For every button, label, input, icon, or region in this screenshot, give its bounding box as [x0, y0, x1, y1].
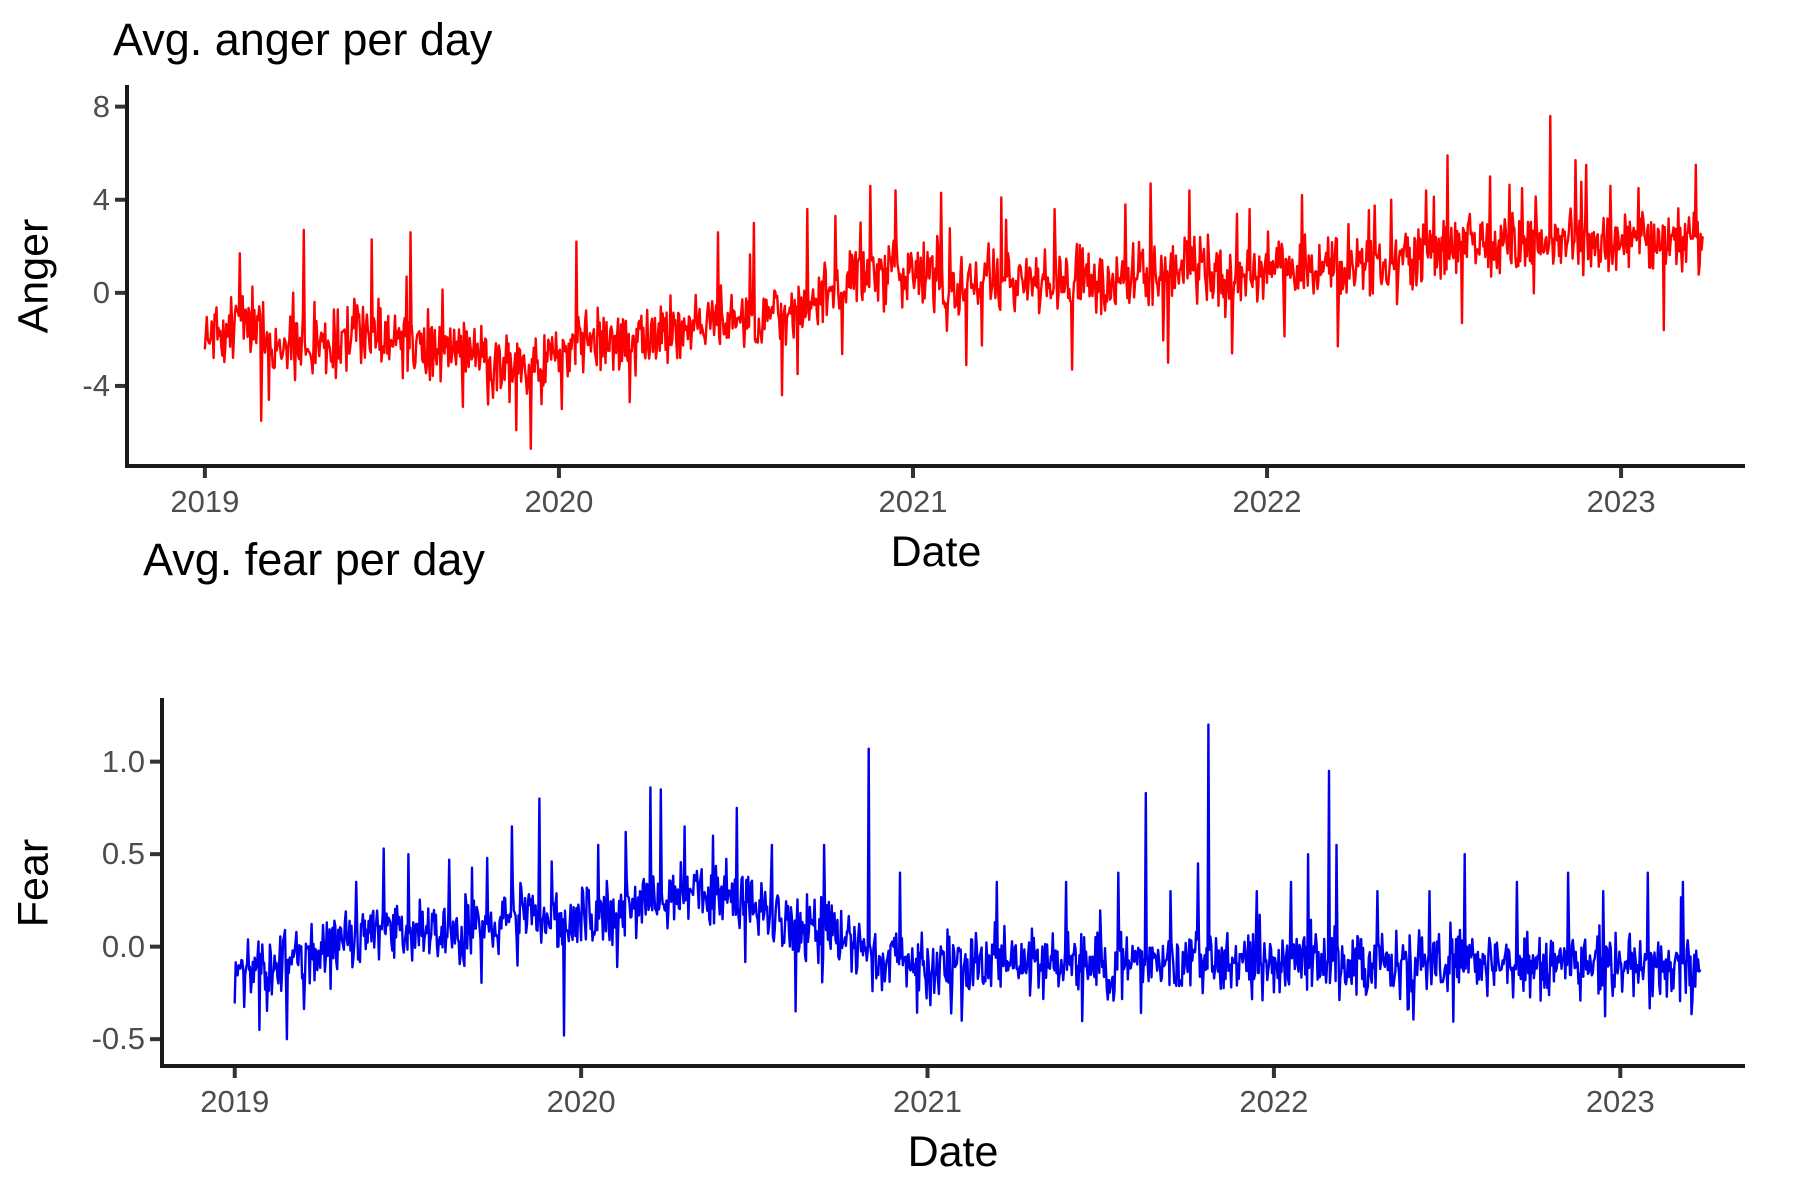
- fear-y-tick-label: 0.0: [101, 928, 145, 964]
- anger-x-tick-label: 2022: [1232, 484, 1302, 519]
- anger-y-tick-label: 4: [92, 181, 110, 217]
- anger-y-tick-label: 0: [92, 274, 110, 310]
- anger-series-line: [203, 114, 1704, 450]
- fear-chart-title: Avg. fear per day: [143, 534, 485, 585]
- fear-x-tick-label: 2023: [1585, 1084, 1655, 1119]
- fear-x-axis-label: Date: [907, 1128, 999, 1176]
- anger-y-tick-label: 8: [92, 88, 110, 124]
- anger-y-tick-label: -4: [82, 367, 110, 403]
- anger-x-tick-label: 2021: [878, 484, 948, 519]
- anger-x-tick-label: 2020: [524, 484, 594, 519]
- fear-y-tick-label: 0.5: [101, 836, 145, 872]
- fear-x-tick-label: 2019: [200, 1084, 270, 1119]
- anger-x-axis-label: Date: [890, 528, 982, 576]
- fear-x-tick-label: 2022: [1239, 1084, 1309, 1119]
- fear-x-tick-label: 2020: [546, 1084, 616, 1119]
- anger-x-tick-label: 2023: [1586, 484, 1656, 519]
- anger-chart-title: Avg. anger per day: [113, 14, 493, 65]
- fear-y-tick-label: 1.0: [101, 743, 145, 779]
- fear-y-tick-label: -0.5: [91, 1021, 145, 1057]
- fear-series-line: [233, 723, 1702, 1041]
- anger-x-tick-label: 2019: [170, 484, 240, 519]
- fear-x-tick-label: 2021: [893, 1084, 962, 1119]
